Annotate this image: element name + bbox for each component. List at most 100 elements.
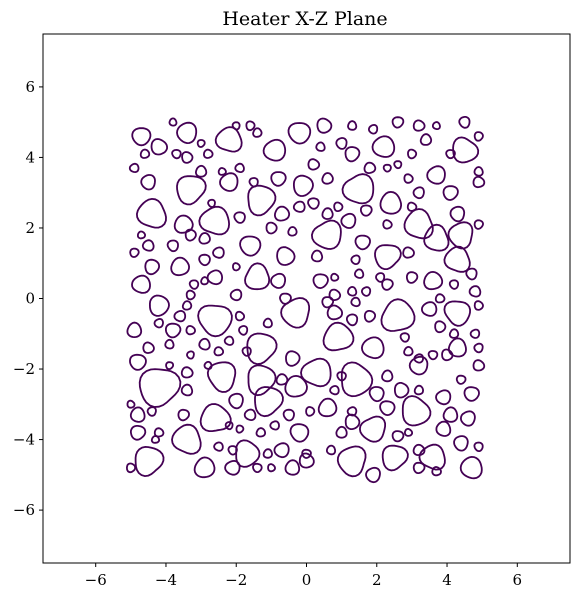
contour-loop	[125, 462, 137, 474]
contour-loop	[335, 425, 348, 439]
contour-loop	[293, 174, 314, 197]
contour-loop	[312, 273, 329, 290]
contour-loop	[287, 122, 312, 145]
contour-loop	[262, 138, 287, 162]
contour-loop	[307, 197, 320, 210]
contour-loop	[282, 408, 295, 422]
contour-loop	[231, 121, 241, 131]
contour-loop	[273, 442, 290, 459]
contour-loop	[129, 353, 147, 371]
contour-loop	[382, 219, 393, 230]
contour-loop	[185, 325, 196, 336]
contour-loop	[144, 258, 161, 276]
y-tick-label: −6	[13, 501, 35, 519]
contour-loop	[198, 253, 211, 267]
contour-loop	[275, 373, 289, 386]
contour-loop	[455, 374, 467, 385]
contour-loop	[316, 117, 333, 134]
contour-loop	[371, 135, 396, 158]
contour-loop	[198, 205, 231, 236]
contour-loop	[326, 444, 336, 456]
contour-loop	[126, 321, 143, 339]
contour-loop	[130, 425, 147, 441]
contour-loop	[393, 160, 403, 170]
contour-loop	[354, 234, 371, 251]
contour-loop	[262, 448, 273, 459]
contour-loop	[276, 246, 296, 266]
contour-loop	[247, 364, 277, 397]
contour-loop	[196, 139, 206, 148]
contour-loop	[403, 173, 414, 184]
contour-loop	[173, 214, 194, 234]
contour-loop	[322, 321, 355, 352]
contour-loop	[233, 211, 246, 224]
contour-loop	[235, 439, 261, 468]
contour-loop	[310, 249, 324, 263]
contour-loop	[146, 406, 157, 417]
contour-loop	[135, 197, 167, 229]
contour-loop	[262, 317, 273, 329]
contour-loop	[426, 165, 446, 185]
contour-loop	[300, 357, 332, 388]
contour-loop	[442, 185, 459, 201]
contour-loop	[407, 148, 418, 160]
x-tick-label: −2	[225, 571, 247, 589]
y-tick-label: 6	[25, 78, 35, 96]
contour-loop	[177, 408, 190, 422]
contour-loop	[245, 120, 256, 132]
y-tick-label: 4	[25, 148, 35, 166]
x-tick-label: 2	[372, 571, 382, 589]
contour-loop	[273, 205, 291, 222]
contour-loop	[347, 285, 358, 297]
x-axis: −6 −4 −2 0 2 4 6	[85, 563, 522, 589]
contour-loop	[171, 148, 182, 160]
contour-loop	[150, 435, 160, 444]
contour-loop	[365, 466, 381, 484]
contour-loop	[224, 421, 234, 431]
contour-loop	[350, 254, 361, 266]
contour-loop	[180, 383, 194, 397]
contour-loop	[198, 232, 211, 245]
contour-loop	[336, 371, 347, 382]
contour-loop	[200, 276, 209, 286]
contour-loop	[270, 272, 286, 289]
contour-loop	[137, 230, 147, 240]
contour-loop	[176, 121, 198, 145]
contour-loop	[138, 368, 182, 408]
contour-loop	[468, 285, 482, 298]
contour-loop	[401, 395, 432, 427]
contour-loop	[463, 386, 480, 402]
contour-loop	[247, 184, 277, 217]
contour-loop	[223, 335, 235, 346]
contour-loop	[310, 219, 342, 250]
contour-loop	[168, 117, 178, 127]
contour-loop	[434, 320, 447, 334]
contour-loop	[432, 121, 441, 130]
contour-loop	[473, 441, 484, 452]
contour-loop	[207, 198, 216, 208]
contour-loop	[452, 136, 480, 164]
contour-loop	[243, 408, 257, 422]
contour-loop	[403, 345, 414, 357]
contour-loop	[141, 239, 155, 252]
contour-loop	[181, 300, 193, 311]
contour-loop	[423, 223, 450, 252]
contour-loop	[412, 443, 426, 457]
contour-loop	[229, 288, 243, 302]
contour-loop	[164, 338, 175, 350]
contour-loop	[317, 397, 338, 418]
contour-loop	[326, 304, 344, 321]
contour-loop	[413, 384, 425, 396]
contour-loop	[153, 317, 164, 329]
contour-loop	[453, 435, 469, 452]
contour-loop	[394, 382, 410, 399]
contour-loop	[465, 267, 478, 281]
contour-loop	[206, 269, 224, 286]
contour-loop	[284, 374, 308, 398]
contour-loop	[381, 278, 394, 291]
contour-loop	[206, 361, 237, 393]
contour-loop	[287, 226, 298, 237]
contour-loop	[228, 392, 244, 410]
contour-loop	[442, 406, 459, 423]
